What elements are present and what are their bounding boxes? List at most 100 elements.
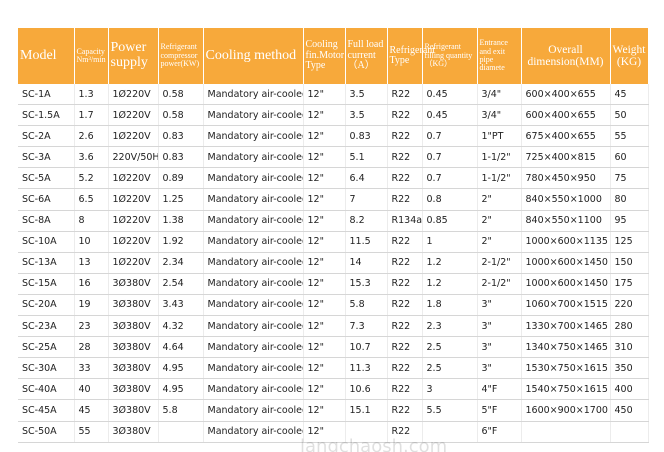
table-cell: 5.5 (422, 399, 478, 422)
table-cell: SC-15A (18, 273, 75, 295)
table-cell: 80 (610, 188, 649, 211)
table-cell: 12" (303, 357, 346, 380)
table-cell: 840×550×1100 (521, 210, 611, 232)
table-cell: 0.85 (422, 210, 478, 232)
table-cell: R22 (387, 231, 423, 253)
table-cell: 6.5 (74, 188, 109, 211)
table-row: SC-1.5A 1.7 1Ø220V 0.58 Mandatory air-cooled… (18, 104, 649, 127)
table-row: SC-40A 40 3Ø380V 4.95 Mandatory air-cooled 12… (18, 378, 649, 401)
table-cell: 280 (610, 315, 649, 338)
table-cell: Mandatory air-cooled (203, 252, 304, 274)
table-cell: 1330×700×1465 (521, 315, 611, 338)
table-cell (521, 421, 611, 443)
table-cell: 600×400×655 (521, 104, 611, 127)
table-row: SC-8A 8 1Ø220V 1.38 Mandatory air-cooled 12" 8… (18, 210, 649, 232)
table-cell: 0.45 (422, 104, 478, 127)
table-cell: R22 (387, 146, 423, 169)
table-cell: 2" (477, 231, 522, 253)
header-cell: Cooling method (203, 28, 304, 84)
table-cell: 8.2 (345, 210, 388, 232)
table-cell: SC-5A (18, 167, 75, 190)
table-cell: SC-40A (18, 378, 75, 401)
table-cell: 28 (74, 336, 109, 359)
table-cell: 3 (422, 378, 478, 401)
table-cell: 1Ø220V (108, 167, 159, 190)
table-cell: 400 (610, 378, 649, 401)
table-cell: 7.3 (345, 315, 388, 338)
table-cell: 0.7 (422, 167, 478, 190)
table-cell: R22 (387, 378, 423, 401)
table-cell: 2.5 (422, 336, 478, 359)
table-cell: 15.3 (345, 273, 388, 295)
table-cell: 4.64 (158, 336, 204, 359)
table-cell: 3.43 (158, 294, 204, 317)
table-cell: R22 (387, 399, 423, 422)
table-cell: Mandatory air-cooled (203, 231, 304, 253)
table-cell: SC-3A (18, 146, 75, 169)
table-cell: 1.2 (422, 273, 478, 295)
table-cell: SC-6A (18, 188, 75, 211)
table-cell: 1340×750×1465 (521, 336, 611, 359)
table-cell: 75 (610, 167, 649, 190)
table-cell: R22 (387, 84, 423, 106)
table-cell: R22 (387, 357, 423, 380)
header-cell: Capacity Nm³/min (74, 28, 109, 84)
table-cell: 1Ø220V (108, 252, 159, 274)
table-cell: 1Ø220V (108, 125, 159, 148)
header-cell: Overall dimension(MM) (521, 28, 611, 84)
table-cell: 3.6 (74, 146, 109, 169)
table-cell: 1000×600×1450 (521, 273, 611, 295)
table-cell: SC-50A (18, 421, 75, 443)
table-cell: 12" (303, 315, 346, 338)
table-cell: 1Ø220V (108, 188, 159, 211)
table-row: SC-45A 45 3Ø380V 5.8 Mandatory air-cooled 12"… (18, 399, 649, 422)
table-cell: 2.54 (158, 273, 204, 295)
header-cell: Refrigerant compressor power(KW) (158, 28, 204, 84)
table-cell: 1.92 (158, 231, 204, 253)
table-cell: SC-30A (18, 357, 75, 380)
table-cell: 45 (74, 399, 109, 422)
table-cell: 220 (610, 294, 649, 317)
table-cell: 12" (303, 104, 346, 127)
table-cell: Mandatory air-cooled (203, 273, 304, 295)
table-cell: 2.6 (74, 125, 109, 148)
table-cell: 11.3 (345, 357, 388, 380)
table-row: SC-50A 55 3Ø380V Mandatory air-cooled 12" R22… (18, 421, 649, 443)
table-cell: 4.95 (158, 378, 204, 401)
table-cell: 0.83 (158, 146, 204, 169)
table-cell: 19 (74, 294, 109, 317)
table-cell: 1000×600×1450 (521, 252, 611, 274)
table-cell: 840×550×1000 (521, 188, 611, 211)
table-cell: 3Ø380V (108, 421, 159, 443)
table-cell: 0.58 (158, 104, 204, 127)
table-cell: R22 (387, 315, 423, 338)
table-cell: 5.1 (345, 146, 388, 169)
header-row: Model Capacity Nm³/min Power supply Refrige… (18, 28, 649, 84)
table-cell: 12" (303, 167, 346, 190)
table-cell: 1-1/2" (477, 167, 522, 190)
table-cell: 7 (345, 188, 388, 211)
table-cell: 1-1/2" (477, 146, 522, 169)
table-cell: 150 (610, 252, 649, 274)
table-cell: R22 (387, 336, 423, 359)
table-cell: 40 (74, 378, 109, 401)
table-row: SC-13A 13 1Ø220V 2.34 Mandatory air-cooled 12… (18, 252, 649, 274)
table-cell: 3Ø380V (108, 399, 159, 422)
table-cell: 55 (74, 421, 109, 443)
table-cell: 3.5 (345, 84, 388, 106)
table-cell: 1.3 (74, 84, 109, 106)
table-cell: 1 (422, 231, 478, 253)
table-cell: Mandatory air-cooled (203, 125, 304, 148)
table-cell: 2.3 (422, 315, 478, 338)
table-cell: R22 (387, 273, 423, 295)
table-cell: 3/4" (477, 104, 522, 127)
table-cell: 2" (477, 188, 522, 211)
table-cell: 725×400×815 (521, 146, 611, 169)
table-row: SC-20A 19 3Ø380V 3.43 Mandatory air-cooled 12… (18, 294, 649, 317)
table-cell: 0.7 (422, 125, 478, 148)
table-cell: 6.4 (345, 167, 388, 190)
table-cell: 55 (610, 125, 649, 148)
table-cell: 95 (610, 210, 649, 232)
table-cell: 12" (303, 378, 346, 401)
table-cell: 50 (610, 104, 649, 127)
